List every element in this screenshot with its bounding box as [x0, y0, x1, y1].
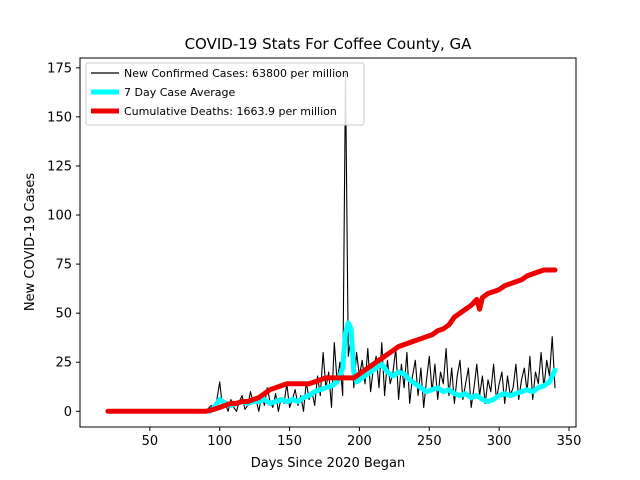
x-tick-label: 250 [417, 434, 442, 449]
x-tick-label: 150 [277, 434, 302, 449]
series-layer [105, 73, 558, 414]
x-tick-label: 50 [142, 434, 159, 449]
y-tick-label: 50 [55, 307, 72, 322]
legend-label-deaths: Cumulative Deaths: 1663.9 per million [124, 105, 337, 118]
legend-label-cases: New Confirmed Cases: 63800 per million [124, 67, 349, 80]
y-tick-label: 100 [47, 209, 72, 224]
y-axis: 0 25 50 75 100 125 150 175 [47, 61, 80, 420]
legend-box [85, 62, 365, 126]
legend: New Confirmed Cases: 63800 per million 7… [85, 62, 365, 126]
series-line-7day-average [207, 320, 558, 414]
y-tick-label: 150 [47, 110, 72, 125]
x-tick-label: 100 [207, 434, 232, 449]
y-axis-label: New COVID-19 Cases [23, 173, 38, 311]
x-tick-label: 350 [557, 434, 582, 449]
x-tick-label: 300 [487, 434, 512, 449]
y-tick-label: 175 [47, 61, 72, 76]
y-tick-label: 0 [64, 405, 72, 420]
y-tick-label: 75 [55, 258, 72, 273]
series-line-cumulative-deaths [105, 267, 558, 414]
x-tick-label: 200 [347, 434, 372, 449]
chart-title: COVID-19 Stats For Coffee County, GA [185, 35, 473, 53]
x-axis: 50 100 150 200 250 300 350 [142, 427, 582, 449]
y-tick-label: 25 [55, 356, 72, 371]
x-axis-label: Days Since 2020 Began [251, 456, 406, 471]
plot-frame [79, 57, 577, 428]
legend-label-average: 7 Day Case Average [124, 86, 236, 99]
y-tick-label: 125 [47, 159, 72, 174]
